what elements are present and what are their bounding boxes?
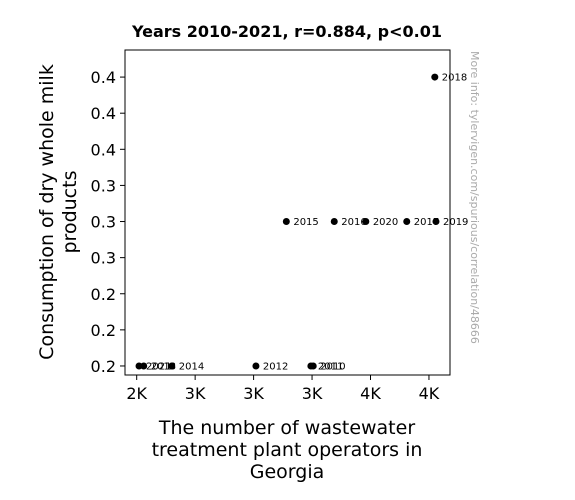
point-label: 2020 (373, 217, 398, 228)
y-tick-label: 0.3 (91, 176, 116, 195)
point-label: 2021 (146, 361, 171, 372)
chart-title: Years 2010-2021, r=0.884, p<0.01 (131, 22, 442, 41)
y-axis-label-line: Consumption of dry whole milk (36, 64, 58, 360)
data-point (432, 218, 440, 226)
data-point (135, 362, 143, 370)
point-label: 2010 (320, 361, 345, 372)
x-tick-label: 3K (302, 384, 323, 403)
data-point (252, 362, 260, 370)
x-axis-label-line: treatment plant operators in (152, 439, 423, 461)
data-point (307, 362, 315, 370)
y-tick-label: 0.3 (91, 249, 116, 268)
y-tick-label: 0.2 (91, 357, 116, 376)
x-tick-label: 3K (185, 384, 206, 403)
point-label: 2015 (293, 217, 318, 228)
watermark: More info: tylervigen.com/spurious/corre… (468, 51, 481, 344)
x-axis-label-line: The number of wastewater (158, 417, 415, 439)
point-label: 2016 (341, 217, 366, 228)
y-axis-label: Consumption of dry whole milk products (36, 64, 81, 360)
point-label: 2018 (442, 73, 467, 84)
plot-area (124, 49, 451, 376)
point-label: 2011 (318, 361, 343, 372)
data-point (282, 218, 290, 226)
data-point (403, 218, 411, 226)
x-tick-label: 3K (243, 384, 264, 403)
y-tick-label: 0.2 (91, 321, 116, 340)
y-axis: 0.2 0.2 0.2 0.3 0.3 0.3 0.4 0.4 0.4 (91, 68, 125, 376)
data-point (168, 362, 176, 370)
point-label: 2014 (179, 361, 204, 372)
y-tick-label: 0.4 (91, 104, 116, 123)
data-point (431, 73, 439, 81)
data-point (362, 218, 370, 226)
data-point (330, 218, 338, 226)
x-tick-label: 4K (419, 384, 440, 403)
y-tick-label: 0.4 (91, 140, 116, 159)
x-tick-label: 4K (360, 384, 381, 403)
y-tick-label: 0.2 (91, 285, 116, 304)
y-tick-label: 0.4 (91, 68, 116, 87)
x-tick-label: 2K (126, 384, 147, 403)
point-label: 2017 (414, 217, 439, 228)
x-axis: 2K 3K 3K 3K 4K 4K (126, 375, 440, 403)
y-tick-label: 0.3 (91, 213, 116, 232)
point-label: 2013 (151, 361, 176, 372)
point-label: 2019 (443, 217, 468, 228)
y-axis-label-line: products (59, 171, 81, 254)
x-axis-label-line: Georgia (250, 461, 325, 483)
point-label: 2012 (263, 361, 288, 372)
